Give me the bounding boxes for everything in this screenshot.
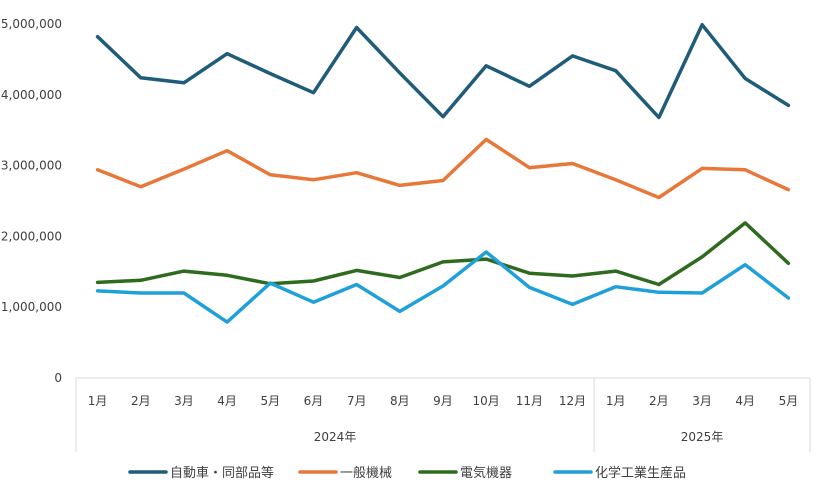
legend-label: 自動車・同部品等 (170, 465, 274, 481)
y-tick-label: 5,000,000 (1, 17, 62, 31)
series-line-2 (95, 137, 791, 200)
x-tick-label: 1月 (88, 394, 108, 408)
series-line-1 (95, 22, 791, 120)
x-tick-label: 12月 (559, 394, 586, 408)
y-tick-label: 0 (54, 371, 62, 385)
y-tick-label: 3,000,000 (1, 159, 62, 173)
series-line-3 (95, 221, 791, 287)
x-tick-label: 1月 (606, 394, 626, 408)
x-tick-label: 6月 (304, 394, 324, 408)
y-tick-label: 4,000,000 (1, 88, 62, 102)
x-tick-label: 3月 (692, 394, 712, 408)
y-tick-label: 1,000,000 (1, 300, 62, 314)
legend: 自動車・同部品等 一般機械 電気機器 化学工業生産品 (128, 465, 686, 481)
x-tick-label: 9月 (433, 394, 453, 408)
legend-label: 化学工業生産品 (595, 465, 686, 481)
x-tick-label: 5月 (260, 394, 280, 408)
x-tick-label: 3月 (174, 394, 194, 408)
series-line-4 (95, 250, 791, 324)
y-axis: 0 1,000,000 2,000,000 3,000,000 4,000,000 5,0… (1, 17, 62, 385)
x-tick-label: 2月 (649, 394, 669, 408)
x-tick-label: 11月 (516, 394, 543, 408)
x-tick-label: 10月 (473, 394, 500, 408)
y-tick-label: 2,000,000 (1, 229, 62, 243)
legend-label: 一般機械 (340, 465, 392, 481)
x-tick-label: 4月 (217, 394, 237, 408)
x-tick-label: 5月 (779, 394, 799, 408)
x-tick-label: 7月 (347, 394, 367, 408)
x-axis: 2024年 2025年 1月 2月 3月 4月 5月 6月 7月 8月 9月 10月 11月 12月 1月 2… (75, 377, 811, 452)
x-tick-label: 2月 (131, 394, 151, 408)
series-layer (95, 22, 791, 324)
x-tick-label: 8月 (390, 394, 410, 408)
x-tick-label: 4月 (735, 394, 755, 408)
legend-label: 電気機器 (460, 465, 512, 481)
year-group-label: 2025年 (681, 430, 724, 444)
year-group-label: 2024年 (314, 430, 357, 444)
